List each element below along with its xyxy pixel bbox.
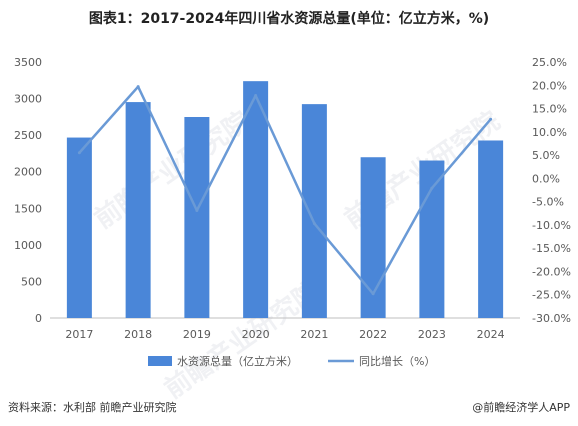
x-tick-label: 2024 [477,328,505,341]
legend-line-label: 同比增长（%） [359,354,435,368]
growth-point [254,94,258,98]
bar [478,140,504,318]
x-tick-label: 2023 [418,328,446,341]
legend-bar-swatch [148,356,172,366]
chart: 0 500 1000 1500 2000 2500 3000 3500 -30.0% -25.0%… [14,56,571,368]
y-right-tick-label: 15.0% [532,103,567,116]
y-right-tick-label: -15.0% [532,242,571,255]
growth-point [312,222,316,226]
x-tick-label: 2018 [124,328,152,341]
growth-point [489,117,493,121]
growth-point [136,85,140,89]
y-right-tick-label: 5.0% [532,149,560,162]
y-right-tick-label: 10.0% [532,126,567,139]
y-left-tick-label: 2000 [14,166,42,179]
bar [360,157,386,318]
y-right-tick-label: -5.0% [532,196,564,209]
bar [301,104,327,319]
y-right-tick-label: 0.0% [532,172,560,185]
legend-bar-label: 水资源总量（亿立方米） [177,354,298,368]
y-left-tick-label: 2500 [14,129,42,142]
x-tick-label: 2019 [183,328,211,341]
bar [125,102,151,319]
growth-point [430,186,434,190]
y-left-tick-label: 3500 [14,56,42,69]
y-right-tick-label: -25.0% [532,289,571,302]
x-tick-label: 2021 [300,328,328,341]
brand-label: @前瞻经济学人APP [472,401,570,414]
growth-line [78,85,492,296]
growth-point [195,208,199,212]
chart-title: 图表1：2017-2024年四川省水资源总量(单位：亿立方米，%) [88,11,490,27]
y-left-tick-label: 3000 [14,93,42,106]
bar [419,160,445,318]
x-tick-label: 2022 [359,328,387,341]
bar [243,81,269,319]
source-note: 资料来源：水利部 前瞻产业研究院 [8,401,177,414]
growth-point [77,151,81,155]
bar [66,137,92,318]
y-left-tick-label: 1500 [14,202,42,215]
growth-point [371,292,375,296]
y-left-tick-label: 1000 [14,239,42,252]
y-right-tick-label: -30.0% [532,312,571,325]
x-tick-label: 2020 [242,328,270,341]
y-left-tick-label: 500 [21,275,42,288]
y-right-tick-label: 20.0% [532,79,567,92]
bar [184,117,210,319]
y-right-tick-label: 25.0% [532,56,567,69]
y-right-tick-label: -10.0% [532,219,571,232]
y-left-tick-label: 0 [35,312,42,325]
x-tick-label: 2017 [65,328,93,341]
y-right-tick-label: -20.0% [532,265,571,278]
